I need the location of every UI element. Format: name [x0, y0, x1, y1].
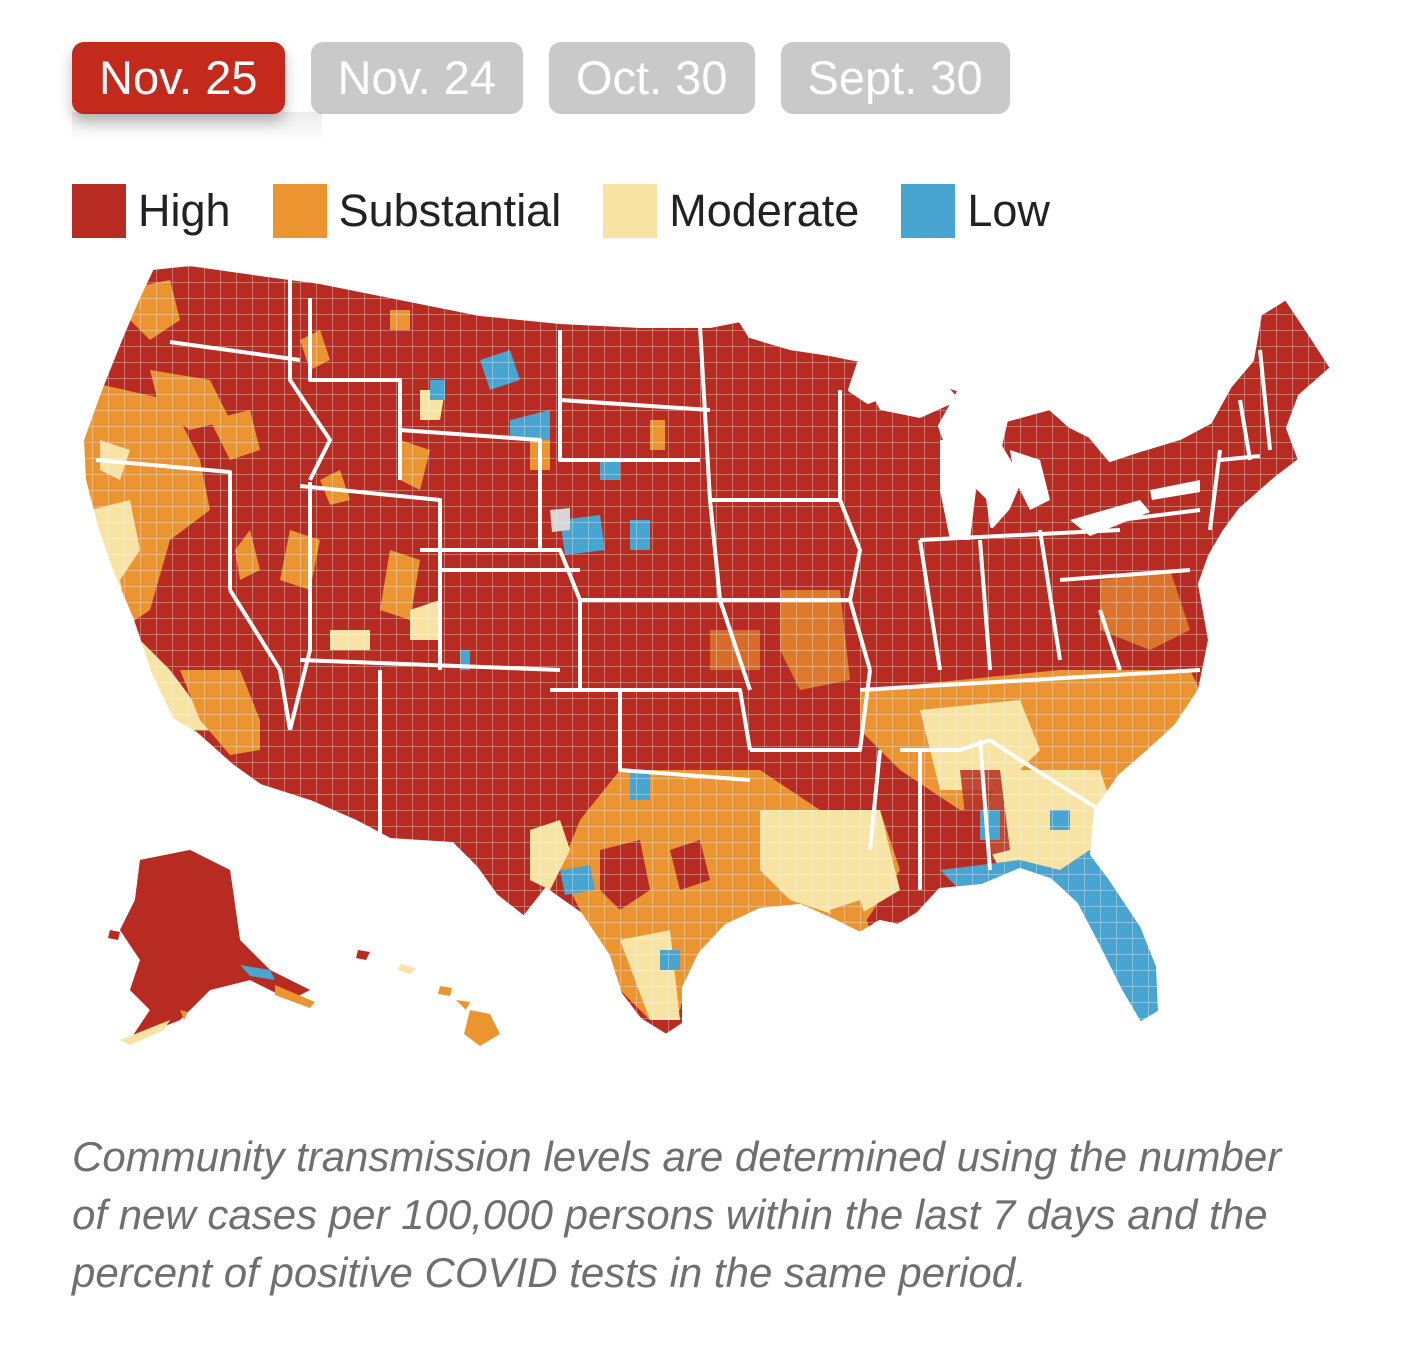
date-tabs: Nov. 25 Nov. 24 Oct. 30 Sept. 30 [72, 42, 1010, 114]
legend-label-substantial: Substantial [338, 185, 562, 236]
legend-label-moderate: Moderate [669, 185, 860, 236]
legend-item-high: High [72, 184, 231, 238]
legend-label-high: High [138, 185, 231, 236]
tab-nov-25[interactable]: Nov. 25 [72, 42, 285, 114]
legend-swatch-high [72, 184, 126, 238]
legend-swatch-substantial [272, 184, 327, 238]
alaska [108, 850, 315, 1045]
legend-swatch-low [901, 184, 956, 238]
map-caption: Community transmission levels are determ… [72, 1133, 1282, 1296]
tab-oct-30[interactable]: Oct. 30 [549, 42, 755, 114]
hawaii [356, 950, 500, 1046]
tab-shadow [72, 112, 322, 142]
legend: High Substantial Moderate Low [72, 184, 1092, 238]
tab-nov-24[interactable]: Nov. 24 [310, 42, 523, 114]
tab-sept-30[interactable]: Sept. 30 [780, 42, 1010, 114]
legend-item-low: Low [901, 184, 1050, 238]
legend-swatch-moderate [603, 184, 658, 238]
legend-item-moderate: Moderate [603, 184, 859, 238]
legend-label-low: Low [967, 185, 1050, 236]
legend-item-substantial: Substantial [272, 184, 562, 238]
us-transmission-map [80, 262, 1334, 1046]
